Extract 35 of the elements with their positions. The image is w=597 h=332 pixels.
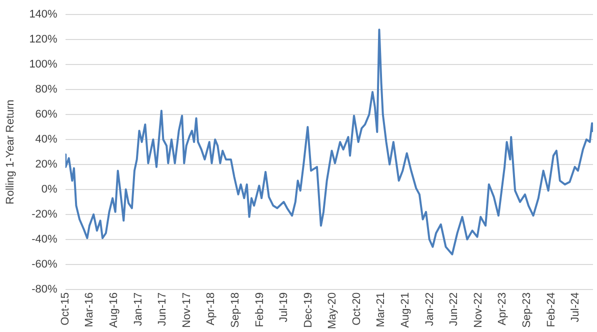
x-tick-label: Nov-22 xyxy=(472,292,485,328)
y-axis-title: Rolling 1-Year Return xyxy=(4,100,17,204)
y-tick-label: 40% xyxy=(35,134,58,146)
y-tick-label: 80% xyxy=(35,84,58,96)
x-tick-label: Apr-23 xyxy=(496,292,509,326)
x-tick-label: Mar-16 xyxy=(84,292,96,328)
x-tick-label: Jan-17 xyxy=(132,292,144,326)
x-tick-label: Mar-21 xyxy=(375,292,388,328)
x-tick-label: Jun-17 xyxy=(156,292,169,326)
x-tick-label: May-20 xyxy=(326,292,339,330)
x-tick-label: Apr-18 xyxy=(205,292,218,326)
y-tick-label: 140% xyxy=(29,8,58,21)
y-tick-label: -60% xyxy=(32,258,58,270)
y-tick-label: 120% xyxy=(29,34,58,46)
x-tick-label: Jan-22 xyxy=(424,292,436,326)
x-tick-label: Aug-21 xyxy=(400,292,412,328)
y-tick-label: 20% xyxy=(35,158,58,170)
x-tick-label: Dec-19 xyxy=(302,292,314,328)
x-tick-label: Feb-24 xyxy=(546,292,558,328)
x-tick-label: Aug-16 xyxy=(108,292,120,328)
y-tick-label: -20% xyxy=(32,208,58,220)
y-tick-label: 60% xyxy=(35,108,58,121)
x-tick-label: Sep-23 xyxy=(521,292,534,328)
x-tick-label: Jul-19 xyxy=(278,292,290,322)
x-tick-label: Jul-24 xyxy=(570,292,582,322)
y-tick-label: 0% xyxy=(41,183,58,196)
x-tick-label: Oct-20 xyxy=(351,292,364,326)
y-tick-label: -80% xyxy=(32,283,58,296)
x-tick-label: Jun-22 xyxy=(448,292,460,326)
y-tick-label: 100% xyxy=(29,58,58,71)
x-tick-label: Feb-19 xyxy=(254,292,266,328)
y-tick-label: -40% xyxy=(32,233,58,246)
x-tick-label: Nov-17 xyxy=(181,292,194,328)
x-tick-label: Sep-18 xyxy=(230,292,242,328)
x-tick-label: Oct-15 xyxy=(59,292,72,326)
